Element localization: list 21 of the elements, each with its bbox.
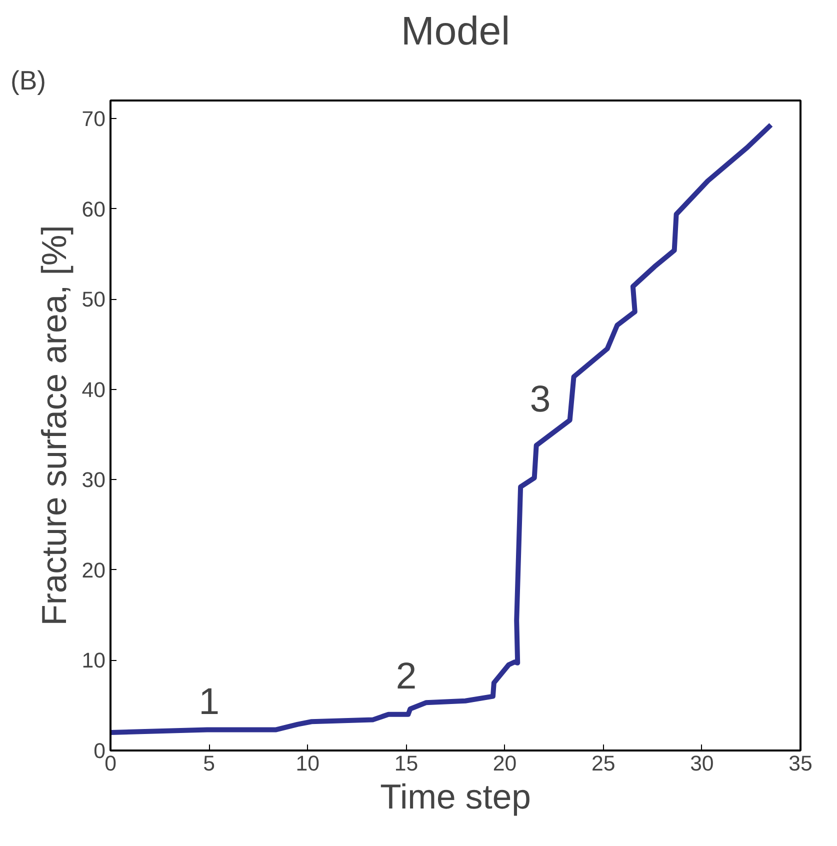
- x-tick-label: 20: [492, 752, 517, 776]
- y-tick-label: 30: [82, 468, 106, 492]
- x-tick-label: 25: [591, 752, 616, 776]
- y-axis-title: Fracture surface area, [%]: [36, 225, 74, 626]
- x-tick-label: 35: [788, 752, 812, 776]
- text: (B): [10, 66, 46, 96]
- y-tick-label: 50: [82, 288, 106, 312]
- y-tick-label: 40: [82, 378, 106, 402]
- y-tick-label: 10: [82, 648, 106, 673]
- y-tick-label: 70: [82, 107, 106, 132]
- x-tick-label: 5: [203, 752, 216, 776]
- x-tick-label: 15: [394, 752, 418, 776]
- x-tick-label: 10: [296, 752, 320, 776]
- annotation: 1: [198, 680, 220, 722]
- x-axis-title: Time step: [380, 778, 531, 816]
- y-tick-label: 20: [82, 558, 106, 582]
- chart-title: Model: [401, 10, 510, 54]
- annotation: 2: [396, 654, 417, 697]
- x-tick-label: 30: [690, 752, 714, 776]
- y-tick-label: 60: [82, 197, 106, 222]
- annotation: 3: [530, 377, 551, 420]
